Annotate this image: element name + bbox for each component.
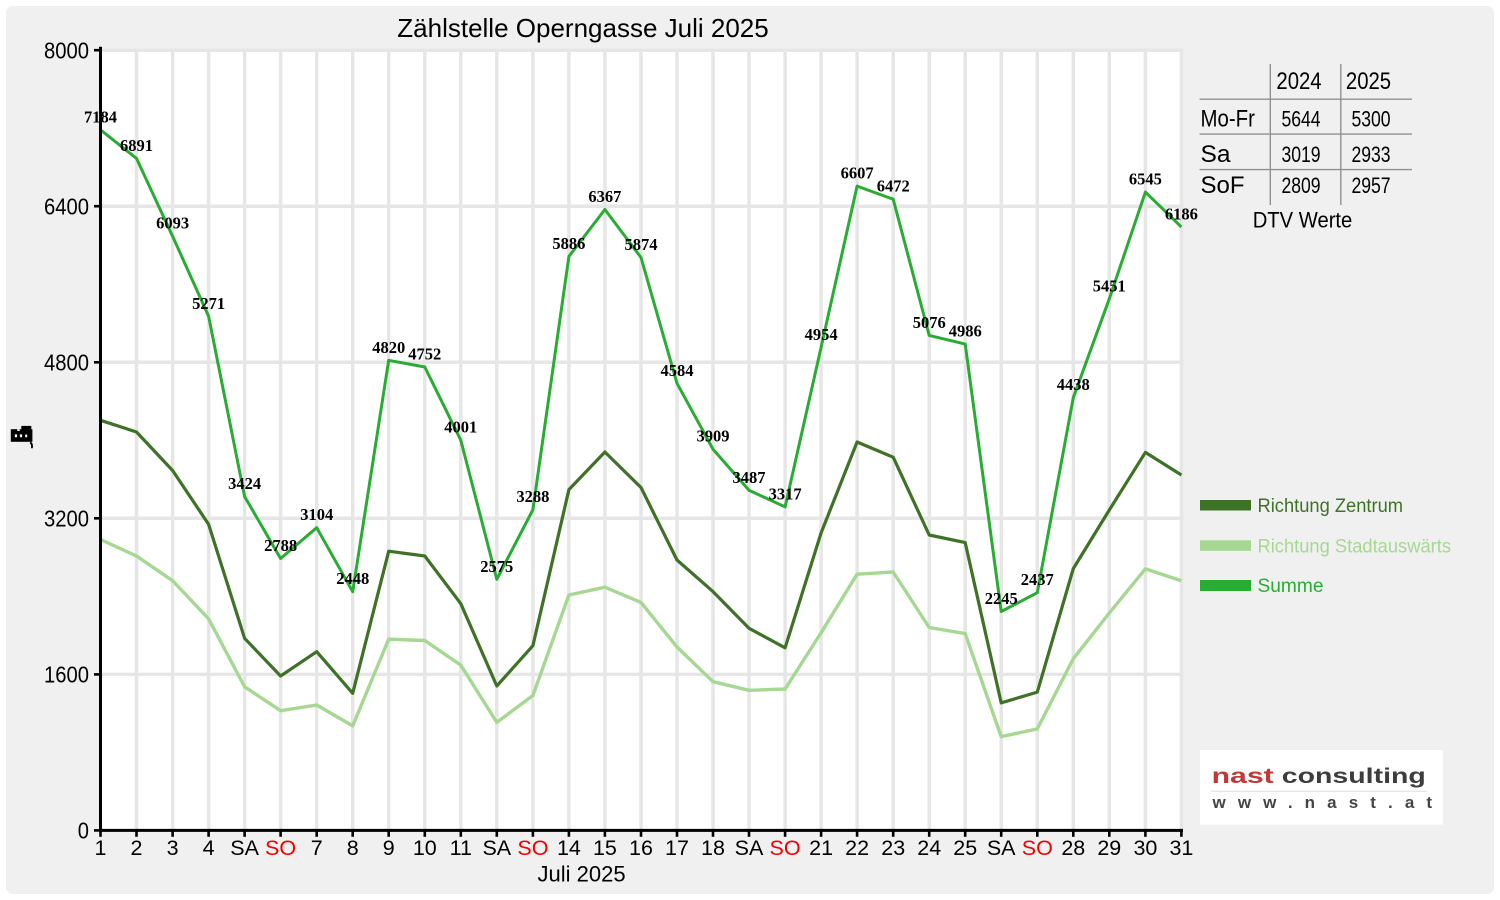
svg-text:3424: 3424 — [228, 474, 261, 493]
svg-text:Sa: Sa — [1201, 141, 1232, 168]
svg-text:nast: nast — [1212, 765, 1274, 788]
svg-text:4752: 4752 — [408, 345, 441, 364]
svg-text:17: 17 — [665, 836, 689, 860]
svg-text:3019: 3019 — [1281, 142, 1320, 167]
svg-text:22: 22 — [845, 836, 869, 860]
svg-text:2245: 2245 — [985, 589, 1018, 608]
svg-text:SO: SO — [770, 836, 801, 860]
svg-text:10: 10 — [413, 836, 437, 860]
svg-text:DTV Werte: DTV Werte — [1253, 208, 1353, 233]
svg-text:31: 31 — [1169, 836, 1193, 860]
svg-text:0: 0 — [78, 818, 89, 844]
svg-text:28: 28 — [1061, 836, 1085, 860]
svg-text:Summe: Summe — [1258, 575, 1324, 597]
svg-text:2809: 2809 — [1281, 173, 1320, 198]
svg-text:SO: SO — [517, 836, 548, 860]
svg-text:SA: SA — [482, 836, 511, 860]
svg-text:5451: 5451 — [1093, 276, 1126, 295]
svg-text:Zählstelle Operngasse Juli 202: Zählstelle Operngasse Juli 2025 — [397, 13, 768, 43]
svg-text:2933: 2933 — [1351, 142, 1390, 167]
svg-text:23: 23 — [881, 836, 905, 860]
svg-text:www.nast.at: www.nast.at — [1212, 793, 1445, 812]
svg-text:Richtung Stadtauswärts: Richtung Stadtauswärts — [1258, 535, 1452, 557]
svg-text:SoF: SoF — [1201, 172, 1245, 199]
svg-text:18: 18 — [701, 836, 725, 860]
svg-text:2575: 2575 — [480, 557, 513, 576]
svg-text:2448: 2448 — [336, 569, 369, 588]
svg-text:Mo-Fr: Mo-Fr — [1201, 105, 1255, 132]
svg-text:3487: 3487 — [733, 468, 766, 487]
svg-text:4001: 4001 — [444, 418, 477, 437]
svg-text:2024: 2024 — [1276, 68, 1321, 95]
svg-text:29: 29 — [1097, 836, 1121, 860]
svg-text:3200: 3200 — [44, 506, 89, 532]
svg-text:4820: 4820 — [372, 338, 405, 357]
svg-text:3104: 3104 — [300, 505, 333, 524]
svg-text:14: 14 — [557, 836, 581, 860]
svg-text:2788: 2788 — [264, 536, 297, 555]
svg-text:30: 30 — [1133, 836, 1157, 860]
svg-text:SA: SA — [735, 836, 764, 860]
svg-text:4: 4 — [203, 836, 215, 860]
svg-text:21: 21 — [809, 836, 833, 860]
svg-text:4584: 4584 — [661, 361, 694, 380]
svg-text:11: 11 — [450, 836, 472, 860]
svg-text:5300: 5300 — [1351, 106, 1390, 131]
svg-text:2957: 2957 — [1351, 173, 1390, 198]
svg-text:SA: SA — [230, 836, 259, 860]
svg-text:7184: 7184 — [84, 107, 117, 126]
svg-text:6472: 6472 — [877, 177, 910, 196]
svg-text:5644: 5644 — [1281, 106, 1320, 131]
svg-text:3288: 3288 — [516, 487, 549, 506]
svg-text:SA: SA — [987, 836, 1016, 860]
svg-text:2025: 2025 — [1346, 68, 1391, 95]
svg-text:16: 16 — [629, 836, 653, 860]
svg-text:5271: 5271 — [192, 294, 225, 313]
svg-text:consulting: consulting — [1282, 765, 1426, 788]
svg-text:8: 8 — [347, 836, 359, 860]
svg-text:5886: 5886 — [552, 234, 585, 253]
svg-text:4986: 4986 — [949, 322, 982, 341]
svg-text:4800: 4800 — [44, 350, 89, 376]
svg-text:3: 3 — [167, 836, 179, 860]
svg-text:6400: 6400 — [44, 193, 89, 219]
svg-text:SO: SO — [1022, 836, 1053, 860]
svg-text:5874: 5874 — [625, 235, 658, 254]
svg-text:1: 1 — [95, 836, 107, 860]
svg-text:7: 7 — [311, 836, 323, 860]
svg-text:9: 9 — [383, 836, 395, 860]
svg-text:6607: 6607 — [841, 164, 874, 183]
svg-text:2: 2 — [131, 836, 143, 860]
svg-text:1600: 1600 — [44, 662, 89, 688]
svg-text:3317: 3317 — [769, 484, 802, 503]
svg-text:2437: 2437 — [1021, 570, 1054, 589]
svg-text:6545: 6545 — [1129, 170, 1162, 189]
svg-text:5076: 5076 — [913, 313, 946, 332]
svg-text:6891: 6891 — [120, 136, 153, 155]
svg-text:Juli 2025: Juli 2025 — [538, 862, 626, 887]
svg-text:24: 24 — [917, 836, 941, 860]
svg-text:4954: 4954 — [805, 325, 838, 344]
svg-text:3909: 3909 — [697, 427, 730, 446]
svg-text:8000: 8000 — [44, 37, 89, 63]
svg-text:6186: 6186 — [1165, 205, 1198, 224]
svg-text:15: 15 — [593, 836, 617, 860]
svg-text:6093: 6093 — [156, 214, 189, 233]
svg-text:6367: 6367 — [588, 187, 621, 206]
svg-text:4438: 4438 — [1057, 375, 1090, 394]
svg-text:25: 25 — [953, 836, 977, 860]
svg-text:Richtung Zentrum: Richtung Zentrum — [1258, 495, 1404, 517]
svg-text:SO: SO — [265, 836, 296, 860]
